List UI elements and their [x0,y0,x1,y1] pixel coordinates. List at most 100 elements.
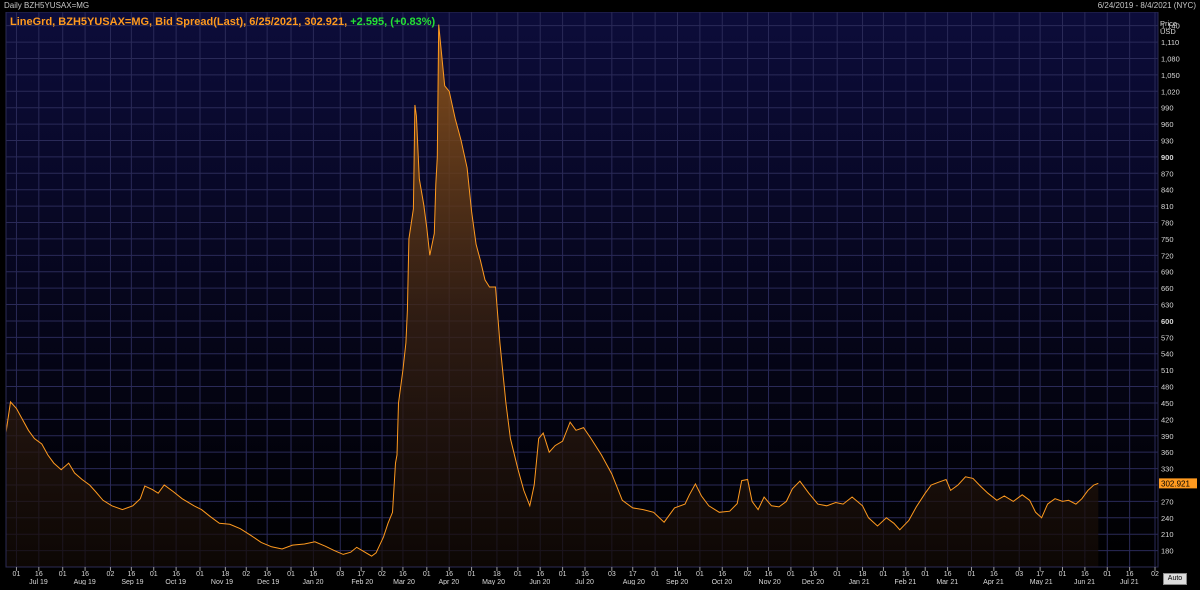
x-tick-label: 16 [1081,571,1089,578]
x-tick-label: 16 [445,571,453,578]
x-tick-label: 16 [809,571,817,578]
x-month-label: Apr 21 [983,579,1004,585]
x-tick-label: 02 [242,571,250,578]
x-tick-label: 02 [107,571,115,578]
y-tick-label: 810 [1161,202,1174,211]
price-chart[interactable]: 1,140 1,110 1,080 1,050 1,020 990 960 930 900 870… [0,11,1200,586]
x-tick-label: 01 [1103,571,1111,578]
date-range: 6/24/2019 - 8/4/2021 (NYC) [1097,1,1196,10]
x-month-label: Jun 20 [529,579,550,585]
x-month-label: Nov 20 [759,579,781,585]
x-tick-label: 16 [902,571,910,578]
last-value-label: 302.921 [1161,479,1190,488]
x-tick-label: 16 [35,571,43,578]
legend-change: +2.595, (+0.83%) [350,16,436,28]
x-tick-label: 17 [357,571,365,578]
x-month-label: Sep 19 [121,579,143,585]
y-tick-label: 1,050 [1161,71,1180,80]
y-tick-label: 540 [1161,350,1174,359]
y-tick-label: 600 [1161,317,1174,326]
x-tick-label: 03 [608,571,616,578]
x-tick-label: 01 [921,571,929,578]
y-tick-label: 960 [1161,120,1174,129]
x-month-label: Jan 20 [302,579,323,585]
legend-text: LineGrd, BZH5YUSAX=MG, Bid Spread(Last),… [10,16,351,28]
x-month-label: Dec 20 [802,579,824,585]
x-month-label: May 20 [482,579,505,585]
y-tick-label: 480 [1161,383,1174,392]
y-tick-label: 390 [1161,432,1174,441]
x-month-label: Jun 21 [1074,579,1095,585]
chart-title: Daily BZH5YUSAX=MG [4,1,90,10]
x-tick-label: 18 [221,571,229,578]
x-tick-label: 01 [150,571,158,578]
y-tick-label: 210 [1161,530,1174,539]
x-month-label: Oct 20 [712,579,733,585]
plot-frame [5,11,1159,568]
x-tick-label: 01 [833,571,841,578]
x-tick-label: 16 [674,571,682,578]
x-tick-label: 16 [310,571,318,578]
x-tick-label: 01 [514,571,522,578]
y-tick-label: 780 [1161,219,1174,228]
series-area [6,24,1099,568]
y-axis-title: Price [1160,19,1177,28]
x-tick-label: 17 [629,571,637,578]
x-tick-label: 18 [493,571,501,578]
y-tick-label: 570 [1161,333,1174,342]
x-month-label: Feb 21 [895,579,917,585]
y-tick-label: 330 [1161,465,1174,474]
y-tick-label: 720 [1161,251,1174,260]
y-tick-label: 180 [1161,547,1174,556]
x-month-label: Mar 21 [936,579,958,585]
x-tick-label: 16 [944,571,952,578]
y-tick-label: 900 [1161,153,1174,162]
x-month-label: Dec 19 [257,579,279,585]
x-tick-label: 16 [127,571,135,578]
x-month-label: May 21 [1030,579,1053,585]
x-tick-label: 16 [399,571,407,578]
x-tick-label: 01 [696,571,704,578]
y-tick-label: 360 [1161,448,1174,457]
x-tick-label: 16 [718,571,726,578]
x-tick-label: 01 [880,571,888,578]
last-value-marker: 302.921 [1159,478,1197,489]
y-tick-label: 450 [1161,399,1174,408]
series-line [5,24,1099,557]
chart-area[interactable]: 1,140 1,110 1,080 1,050 1,020 990 960 930 900 870… [0,11,1200,586]
y-axis: 1,140 1,110 1,080 1,050 1,020 990 960 930 900 870… [1161,22,1180,556]
x-month-label: Jul 19 [29,579,48,585]
x-month-label: Aug 19 [74,579,96,585]
x-tick-label: 18 [859,571,867,578]
x-tick-label: 02 [744,571,752,578]
legend: LineGrd, BZH5YUSAX=MG, Bid Spread(Last),… [10,16,435,28]
y-tick-label: 420 [1161,415,1174,424]
y-tick-label: 270 [1161,497,1174,506]
x-tick-label: 16 [581,571,589,578]
auto-scale-button[interactable]: Auto [1163,573,1187,585]
y-tick-label: 870 [1161,169,1174,178]
x-month-label: Oct 19 [165,579,186,585]
x-tick-label: 03 [1015,571,1023,578]
x-tick-label: 01 [1059,571,1067,578]
y-tick-label: 660 [1161,284,1174,293]
x-tick-label: 01 [196,571,204,578]
y-tick-label: 1,080 [1161,54,1180,63]
y-tick-label: 630 [1161,301,1174,310]
x-tick-label: 16 [765,571,773,578]
y-tick-label: 990 [1161,104,1174,113]
x-tick-label: 02 [378,571,386,578]
x-tick-label: 16 [81,571,89,578]
y-tick-label: 1,020 [1161,87,1180,96]
x-month-label: Mar 20 [393,579,415,585]
x-month-label: Feb 20 [351,579,373,585]
x-tick-label: 01 [559,571,567,578]
x-month-label: Jul 20 [575,579,594,585]
x-tick-label: 01 [468,571,476,578]
header-bar: Daily BZH5YUSAX=MG 6/24/2019 - 8/4/2021 … [0,0,1200,12]
x-tick-label: 17 [1036,571,1044,578]
y-tick-label: 750 [1161,235,1174,244]
x-tick-label: 16 [263,571,271,578]
x-tick-label: 16 [536,571,544,578]
